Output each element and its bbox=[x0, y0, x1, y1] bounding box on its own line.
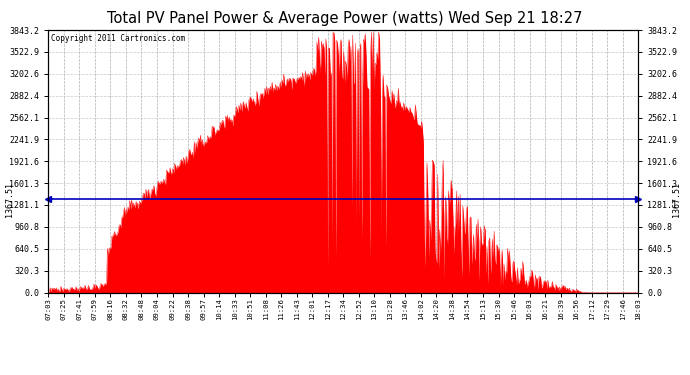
Text: Copyright 2011 Cartronics.com: Copyright 2011 Cartronics.com bbox=[51, 34, 186, 43]
Text: 1367.51: 1367.51 bbox=[672, 182, 681, 217]
Text: Total PV Panel Power & Average Power (watts) Wed Sep 21 18:27: Total PV Panel Power & Average Power (wa… bbox=[107, 11, 583, 26]
Text: 1367.51: 1367.51 bbox=[6, 182, 14, 217]
